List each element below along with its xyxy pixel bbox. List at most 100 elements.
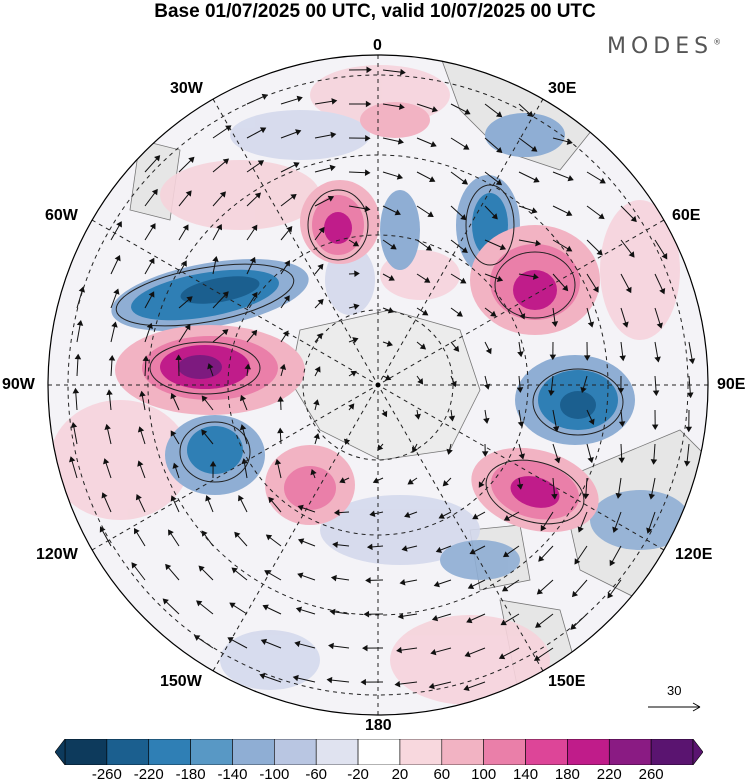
wind-vector-head bbox=[292, 674, 299, 682]
wind-vector-head bbox=[429, 176, 436, 183]
wind-vector-head bbox=[567, 175, 574, 182]
wind-vector-head bbox=[566, 210, 573, 217]
wind-vector-head bbox=[254, 192, 262, 199]
wind-vector-head bbox=[259, 127, 267, 134]
wind-vector-head bbox=[607, 592, 614, 599]
wind-vector-head bbox=[297, 504, 304, 511]
colorbar-bin bbox=[232, 739, 275, 765]
lon-label-150w: 150W bbox=[160, 673, 202, 690]
wind-vector-head bbox=[685, 426, 693, 433]
lon-label-180: 180 bbox=[365, 717, 392, 734]
colorbar-bin bbox=[525, 739, 568, 765]
colorbar-bin bbox=[106, 739, 150, 765]
wind-vector-head bbox=[619, 355, 626, 362]
wind-vector-head bbox=[286, 226, 293, 233]
wind-vector-head bbox=[519, 313, 526, 320]
wind-vector-head bbox=[464, 108, 471, 115]
wind-vector-head bbox=[625, 286, 632, 294]
wind-vector-head bbox=[205, 495, 212, 502]
wind-vector-head bbox=[366, 66, 372, 74]
wind-vector-head bbox=[538, 555, 545, 562]
colorbar-tick-label: 260 bbox=[638, 766, 664, 783]
wind-vector-head bbox=[551, 321, 559, 328]
wind-vector-head bbox=[265, 534, 273, 541]
wind-vector-head bbox=[501, 585, 509, 592]
wind-vector-head bbox=[496, 275, 504, 282]
wind-vector-head bbox=[650, 459, 658, 465]
wind-vector-head bbox=[463, 684, 470, 691]
wind-vector-head bbox=[326, 676, 333, 684]
wind-vector-head bbox=[517, 351, 524, 358]
lon-label-60e: 60E bbox=[672, 207, 701, 224]
wind-vector-head bbox=[592, 286, 599, 293]
wind-vector-head bbox=[363, 610, 370, 618]
wind-vector-head bbox=[186, 296, 193, 303]
wind-vector-head bbox=[570, 623, 577, 630]
wind-vector-head bbox=[234, 531, 241, 538]
wind-vector-head bbox=[464, 651, 471, 658]
wind-vector-head bbox=[329, 164, 336, 172]
wind-vector-head bbox=[139, 390, 146, 397]
colorbar-bin bbox=[441, 739, 484, 765]
wind-vector-head bbox=[491, 213, 498, 220]
wind-vector-head bbox=[330, 574, 337, 582]
colorbar-tick-label: -20 bbox=[347, 766, 369, 783]
wind-vector-head bbox=[69, 456, 76, 463]
wind-vector-head bbox=[388, 275, 395, 281]
wind-vector-head bbox=[239, 394, 247, 402]
wind-vector-head bbox=[481, 451, 489, 457]
wind-vector-head bbox=[516, 387, 524, 393]
wind-vector-head bbox=[442, 480, 449, 487]
lon-label-90w: 90W bbox=[2, 376, 35, 393]
wind-vector-head bbox=[222, 291, 229, 298]
wind-vector-head bbox=[170, 430, 177, 437]
wind-vector-head bbox=[216, 224, 223, 231]
wind-vector-head bbox=[283, 295, 290, 302]
wind-vector-head bbox=[165, 563, 172, 571]
wind-vector-head bbox=[103, 458, 110, 465]
wind-vector-head bbox=[294, 640, 301, 648]
wind-vector-head bbox=[106, 389, 113, 396]
wind-vector-head bbox=[330, 131, 337, 139]
contour-lines bbox=[115, 184, 624, 525]
colorbar-bin bbox=[650, 739, 694, 765]
wind-vector-head bbox=[495, 179, 503, 186]
wind-vector-head bbox=[295, 606, 303, 613]
wind-vector-head bbox=[588, 418, 595, 426]
wind-vector-head bbox=[296, 95, 303, 103]
colorbar-bin bbox=[148, 739, 191, 765]
wind-vector-head bbox=[365, 577, 371, 584]
wind-vector-head bbox=[239, 424, 247, 431]
lon-label-120w: 120W bbox=[36, 546, 78, 563]
colorbar-tick-label: 180 bbox=[554, 766, 580, 783]
wind-vector-head bbox=[149, 223, 156, 230]
wind-vector-head bbox=[72, 387, 80, 394]
wind-vector-head bbox=[628, 251, 635, 258]
lon-label-30e: 30E bbox=[548, 80, 577, 97]
wind-vector-head bbox=[461, 247, 468, 254]
wind-vector-head bbox=[365, 134, 371, 142]
wind-vector-head bbox=[314, 366, 321, 373]
wind-vector-head bbox=[76, 319, 84, 326]
lon-label-30w: 30W bbox=[170, 80, 203, 97]
wind-vector-head bbox=[535, 621, 542, 628]
wind-vector-head bbox=[193, 635, 201, 641]
wind-vector-head bbox=[618, 457, 625, 464]
wind-vector-head bbox=[651, 424, 659, 431]
wind-vector-head bbox=[404, 511, 411, 518]
anomaly-field bbox=[48, 55, 708, 715]
wind-vector-head bbox=[170, 392, 177, 400]
polar-map[interactable] bbox=[0, 0, 750, 735]
wind-vector-head bbox=[456, 310, 463, 317]
wind-vector-head bbox=[490, 310, 497, 317]
colorbar-bin bbox=[64, 739, 108, 765]
colorbar-bin bbox=[274, 739, 317, 765]
wind-vector-head bbox=[181, 260, 187, 267]
wind-vector-head bbox=[656, 322, 663, 329]
wind-vector-head bbox=[135, 494, 142, 501]
wind-vector-head bbox=[350, 370, 357, 377]
wind-vector-head bbox=[229, 602, 236, 609]
wind-vector-head bbox=[535, 239, 542, 247]
wind-vector-head bbox=[582, 493, 590, 500]
wind-vector-head bbox=[172, 462, 179, 469]
